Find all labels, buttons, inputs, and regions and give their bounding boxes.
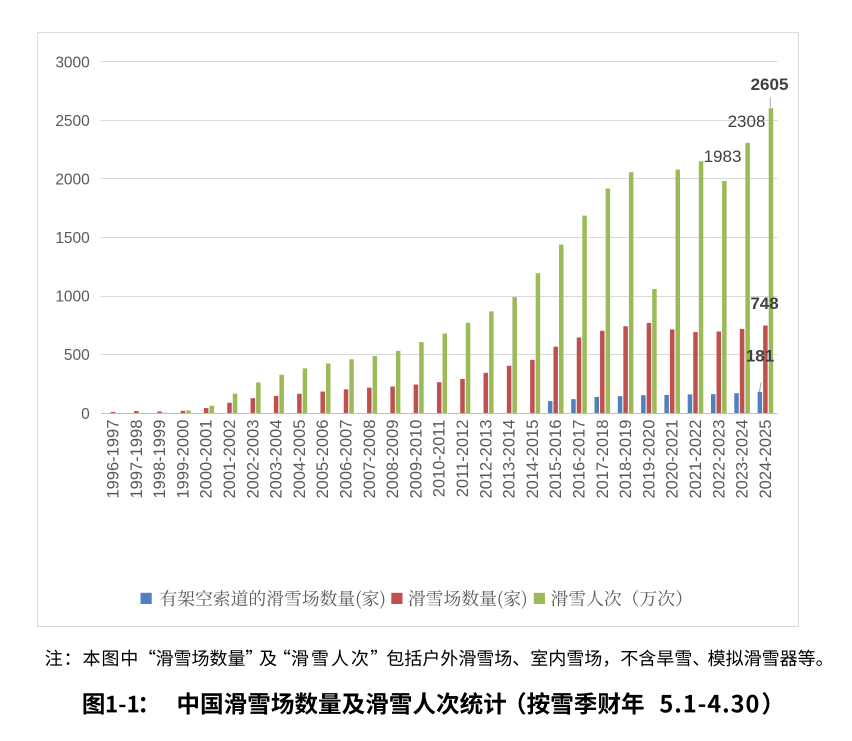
- svg-text:2006-2007: 2006-2007: [337, 420, 355, 499]
- svg-text:2001-2002: 2001-2002: [221, 420, 239, 499]
- svg-text:2009-2010: 2009-2010: [407, 420, 425, 499]
- svg-text:1997-1998: 1997-1998: [128, 420, 146, 499]
- svg-text:2019-2020: 2019-2020: [640, 420, 658, 499]
- svg-text:2011-2012: 2011-2012: [454, 420, 472, 498]
- svg-text:2015-2016: 2015-2016: [547, 420, 565, 499]
- svg-text:2007-2008: 2007-2008: [361, 420, 379, 499]
- svg-text:181: 181: [746, 346, 774, 365]
- svg-text:1996-1997: 1996-1997: [104, 420, 122, 499]
- svg-text:2021-2022: 2021-2022: [687, 420, 705, 499]
- svg-text:2017-2018: 2017-2018: [594, 420, 612, 499]
- svg-text:2010-2011: 2010-2011: [431, 420, 449, 498]
- svg-text:2022-2023: 2022-2023: [710, 420, 728, 499]
- svg-text:2016-2017: 2016-2017: [570, 420, 588, 499]
- svg-text:2002-2003: 2002-2003: [244, 420, 262, 499]
- svg-text:2020-2021: 2020-2021: [664, 420, 682, 499]
- svg-text:2308: 2308: [728, 112, 766, 131]
- svg-text:2004-2005: 2004-2005: [291, 420, 309, 499]
- svg-text:1983: 1983: [704, 147, 742, 166]
- svg-text:2003-2004: 2003-2004: [268, 420, 286, 499]
- svg-text:1500: 1500: [55, 230, 90, 247]
- svg-text:1999-2000: 1999-2000: [174, 420, 192, 499]
- svg-text:2014-2015: 2014-2015: [524, 420, 542, 499]
- svg-text:2000-2001: 2000-2001: [198, 420, 216, 499]
- svg-text:1998-1999: 1998-1999: [151, 420, 169, 499]
- svg-text:1000: 1000: [55, 289, 90, 306]
- svg-text:2500: 2500: [55, 113, 90, 130]
- svg-text:500: 500: [64, 347, 90, 364]
- svg-text:2605: 2605: [751, 75, 789, 94]
- svg-text:3000: 3000: [55, 55, 90, 72]
- svg-text:2005-2006: 2005-2006: [314, 420, 332, 499]
- svg-text:2023-2024: 2023-2024: [734, 420, 752, 499]
- svg-text:2013-2014: 2013-2014: [501, 420, 519, 499]
- svg-text:0: 0: [81, 406, 90, 423]
- svg-text:2018-2019: 2018-2019: [617, 420, 635, 499]
- svg-text:2024-2025: 2024-2025: [757, 420, 775, 499]
- svg-text:2008-2009: 2008-2009: [384, 420, 402, 499]
- svg-text:2012-2013: 2012-2013: [477, 420, 495, 499]
- svg-text:748: 748: [750, 294, 778, 313]
- svg-text:2000: 2000: [55, 172, 90, 189]
